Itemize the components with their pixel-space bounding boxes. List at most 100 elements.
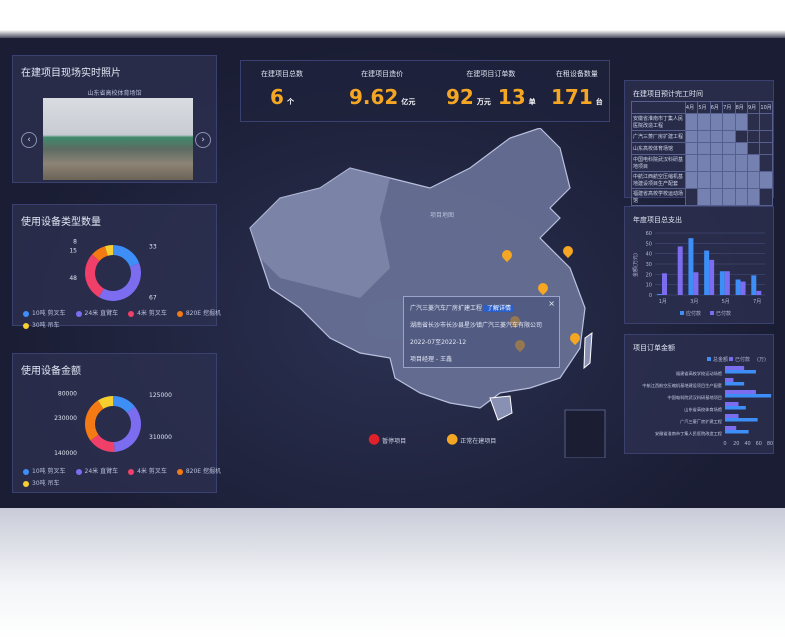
- stat-value: 171: [551, 85, 593, 109]
- stat-orders: 在建项目订单数 92 万元 13 单: [446, 69, 536, 109]
- bar[interactable]: [677, 246, 683, 295]
- screen-reflection: [0, 508, 785, 638]
- donut-slice[interactable]: [85, 254, 104, 298]
- y-tick-label: 10: [646, 283, 652, 289]
- tooltip-address: 湖南省长沙市长沙县星沙镇广汽三菱汽车有限公司: [410, 322, 543, 329]
- chevron-left-icon[interactable]: ‹: [21, 132, 37, 148]
- slice-label: 33: [149, 244, 157, 251]
- table-row: 安徽省淮南市丁集人民医院改造工程: [631, 113, 773, 131]
- legend-item[interactable]: 24米 直臂车: [75, 466, 118, 475]
- legend-swatch: [710, 311, 714, 315]
- month-header: 6月: [709, 101, 724, 114]
- schedule-cell: [734, 188, 749, 206]
- stat-value: 9.62: [349, 85, 399, 109]
- legend-item[interactable]: 30吨 吊车: [23, 478, 60, 487]
- schedule-cell: [759, 130, 773, 143]
- bar[interactable]: [756, 290, 762, 295]
- schedule-cell: [722, 171, 736, 189]
- bar[interactable]: [725, 414, 739, 418]
- donut-slice[interactable]: [104, 245, 113, 256]
- panel-title: 在建项目现场实时照片: [21, 68, 121, 79]
- bar[interactable]: [724, 271, 730, 295]
- panel-title: 使用设备类型数量: [21, 217, 101, 228]
- legend-item[interactable]: 4米 剪叉车: [128, 308, 167, 317]
- bar[interactable]: [704, 250, 710, 295]
- bar[interactable]: [693, 272, 699, 295]
- schedule-cell: [746, 154, 761, 172]
- bar[interactable]: [735, 279, 741, 296]
- bar[interactable]: [725, 370, 756, 374]
- y-tick-label: 20: [646, 272, 652, 278]
- schedule-cell: [697, 171, 711, 189]
- project-name: 安徽省淮南市丁集人民医院改造工程: [631, 113, 686, 131]
- legend-label: 正常在建项目: [460, 438, 497, 445]
- china-map[interactable]: 项目地图: [240, 127, 615, 459]
- donut-slice[interactable]: [113, 245, 140, 267]
- bar[interactable]: [725, 418, 758, 422]
- donut-slice[interactable]: [90, 434, 115, 452]
- close-icon[interactable]: ×: [548, 299, 555, 308]
- slice-label: 8: [73, 238, 77, 245]
- equipment-count-donut: 33 67 8 15 48: [69, 238, 157, 301]
- bar[interactable]: [725, 406, 746, 410]
- legend-swatch: [707, 357, 711, 361]
- bar[interactable]: [725, 430, 749, 434]
- stat-unit: 单: [528, 98, 536, 106]
- schedule-cell: [697, 130, 711, 143]
- bar[interactable]: [709, 259, 715, 295]
- bar[interactable]: [725, 402, 739, 406]
- bar[interactable]: [725, 390, 756, 394]
- photo-panel: 在建项目现场实时照片 山东省高校体育场馆 ‹ ›: [12, 55, 217, 183]
- legend-item[interactable]: 24米 直臂车: [75, 308, 118, 317]
- month-header: 9月: [746, 101, 761, 114]
- donut-slice[interactable]: [113, 396, 135, 413]
- slice-label: 125000: [149, 392, 172, 399]
- bar[interactable]: [725, 382, 745, 386]
- schedule-cell: [734, 130, 749, 143]
- donut-slice[interactable]: [113, 406, 142, 452]
- details-button[interactable]: 了解详情: [483, 305, 514, 312]
- bar[interactable]: [657, 293, 662, 295]
- schedule-cell: [722, 113, 736, 131]
- bar[interactable]: [725, 394, 772, 398]
- slice-label: 310000: [149, 434, 172, 441]
- donut-slice[interactable]: [98, 263, 141, 301]
- schedule-cell: [709, 171, 724, 189]
- stat-label: 在建项目订单数: [466, 70, 516, 78]
- bar[interactable]: [725, 378, 734, 382]
- stat-value: 6: [270, 85, 284, 109]
- legend-item[interactable]: 4米 剪叉车: [128, 466, 167, 475]
- month-header: 8月: [734, 101, 749, 114]
- bar[interactable]: [751, 275, 757, 295]
- bar[interactable]: [688, 238, 694, 295]
- legend-item[interactable]: 10吨 剪叉车: [23, 466, 66, 475]
- bar[interactable]: [725, 426, 737, 430]
- panel-title: 项目订单金额: [633, 344, 675, 352]
- bar[interactable]: [719, 271, 725, 295]
- equipment-count-panel: 使用设备类型数量 33 67 8 15 48 10吨 剪叉车 24米 直臂车 4米 剪叉车 8…: [12, 204, 221, 329]
- chevron-right-icon[interactable]: ›: [195, 132, 211, 148]
- map-legend: ● 暂停项目 ● 正常在建项目: [368, 431, 496, 447]
- stat-label: 在租设备数量: [555, 70, 598, 78]
- schedule-panel: 在建项目预计完工时间 4月 5月 6月 7月 8月 9月 10月 安徽省淮南市丁集人民医院改造…: [624, 80, 774, 206]
- bar[interactable]: [740, 281, 746, 295]
- project-name: 中国电科院武汉科研基地项目: [631, 154, 686, 172]
- bar[interactable]: [662, 273, 667, 295]
- category-label: 福建省高校学校运动场馆: [676, 370, 722, 377]
- donut-slice[interactable]: [92, 246, 108, 262]
- legend-item[interactable]: 30吨 吊车: [23, 320, 60, 329]
- y-tick-label: 30: [646, 262, 652, 268]
- donut-slice[interactable]: [85, 400, 104, 441]
- legend-item[interactable]: 10吨 剪叉车: [23, 308, 66, 317]
- legend-item[interactable]: 820E 挖掘机: [176, 308, 221, 317]
- legend-active: ● 正常在建项目: [446, 431, 496, 447]
- bar[interactable]: [725, 366, 745, 370]
- schedule-cell: [684, 130, 699, 143]
- legend-item[interactable]: 820E 挖掘机: [176, 466, 221, 475]
- legend-label: 已付款: [735, 356, 750, 363]
- tooltip-manager: 项目经理 - 王鑫: [410, 356, 452, 363]
- donut-slice[interactable]: [97, 396, 113, 409]
- equipment-amount-panel: 使用设备金额 125000 310000 80000 230000 140000 10吨…: [12, 353, 221, 493]
- equipment-amount-donut: 125000 310000 80000 230000 140000: [54, 390, 172, 457]
- annual-spending-panel: 年度项目总支出 0 10 20 30 40 50 60 金额(万元) 1月 3月 5月 7月 应付款 已付…: [624, 206, 774, 324]
